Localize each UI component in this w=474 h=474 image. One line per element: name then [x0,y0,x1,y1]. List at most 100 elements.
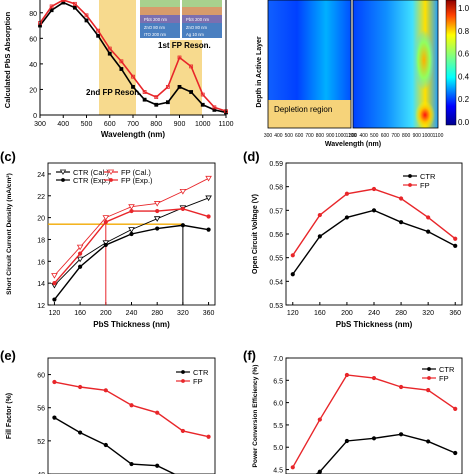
series-marker [104,443,108,447]
series-marker [155,217,160,221]
xtick-label: 120 [287,310,299,317]
stack-layer-fp-1: PbS 200 nm [186,17,210,22]
a-series-marker [155,103,158,106]
series-marker [155,464,159,468]
ytick-label: 60 [37,373,45,380]
series-line [293,189,455,255]
colorbar-tick-label: 0.0 [458,118,470,127]
annotation-1st-fp: 1st FP Reson. [158,41,211,50]
ytick-label: 56 [37,406,45,413]
xtick-label: 160 [314,310,326,317]
series-marker [78,430,82,434]
series-marker [155,226,159,230]
colorbar-tick-label: 0.6 [458,50,470,59]
ytick-label: 5.5 [273,423,283,430]
series-marker [399,385,403,389]
legend-label: FP [420,181,430,190]
series-marker [181,207,185,211]
b-xtick-label: 400 [359,133,368,139]
a-ytick-label: 20 [29,87,37,94]
series-marker [206,435,210,439]
stack-layer-3: ITO 200 nm [144,32,167,37]
b-xtick-label: 800 [402,133,411,139]
series-marker [453,237,457,241]
ytick-label: 0.54 [269,279,283,286]
legend-marker [181,370,185,374]
legend-marker [408,174,412,178]
colorbar-tick-label: 0.8 [458,27,470,36]
series-marker [453,451,457,455]
b-xtick-label: 1100 [433,133,444,139]
series-marker [52,380,56,384]
legend-label: FP [439,374,449,383]
xtick-label: 200 [100,310,112,317]
series-marker [52,274,57,278]
legend-label: CTR [439,365,455,374]
stack-layer-fp-3: Ag 10 nm [186,32,204,37]
series-marker [399,220,403,224]
a-xtick-label: 900 [174,121,186,128]
series-marker [426,215,430,219]
panel-a-ylabel: Calculated PbS Absorption [3,11,12,108]
series-marker [181,223,185,227]
series-marker [372,208,376,212]
ytick-label: 52 [37,439,45,446]
panel-c-jsc-chart: 12141618202224120 160 200 240 280 320 360PbS T… [6,163,215,329]
series-marker [426,230,430,234]
xtick-label: 240 [126,310,138,317]
series-marker [129,232,133,236]
legend-label: FP (Exp.) [121,176,153,185]
legend: CTRFP [422,365,455,383]
ytick-label: 0.58 [269,185,283,192]
series-marker [78,385,82,389]
ytick-label: 12 [37,303,45,310]
a-xtick-label: 800 [150,121,162,128]
b-xtick-label: 400 [274,133,283,139]
stack-layer-fp-2: ZnO 80 nm [186,25,207,30]
a-series-marker [108,52,111,55]
series-marker [291,253,295,257]
series-marker [181,429,185,433]
ytick-label: 0.57 [269,208,283,215]
device-stack-inset: PbS 200 nm ZnO 80 nm ITO 200 nm PbS 200 … [140,0,222,38]
heatmap-warm-spot [414,30,434,90]
colorbar [446,0,456,125]
legend-marker [109,178,113,182]
ylabel: Power Conversion Efficiency (%) [252,365,259,468]
series-marker [318,213,322,217]
series-marker [52,297,56,301]
series-marker [372,187,376,191]
legend-marker [427,376,431,380]
plot-frame [286,358,462,474]
ytick-label: 20 [37,216,45,223]
b-xtick-label: 900 [413,133,422,139]
a-series-marker [201,103,204,106]
ytick-label: 6.5 [273,378,283,385]
panel-b-heatmap: Depth in Active Layer Depletion region 3… [256,0,470,148]
b-xtick-label: 500 [370,133,379,139]
b-xtick-label: 900 [326,133,335,139]
panel-b-xlabel: Wavelength (nm) [325,141,381,148]
series-marker [426,439,430,443]
series-marker [180,189,185,193]
b-xtick-label: 1000 [422,133,433,139]
a-xtick-label: 400 [57,121,69,128]
series-marker [78,252,82,256]
series-marker [129,228,134,232]
xtick-label: 320 [422,310,434,317]
series-marker [318,417,322,421]
series-marker [206,228,210,232]
a-series-marker [190,91,193,94]
panel-f-pce-chart: 7.06.56.05.55.04.5Power Conversion Effic… [252,356,462,474]
depletion-label: Depletion region [274,105,332,114]
xtick-label: 200 [341,310,353,317]
band-2 [170,40,202,115]
series-marker [426,388,430,392]
series-line [54,209,208,283]
ytick-label: 6.0 [273,401,283,408]
series-line [54,382,208,437]
series-marker [104,220,108,224]
a-series-marker [85,19,88,22]
series-marker [129,462,133,466]
a-ytick-label: 0 [33,113,37,120]
